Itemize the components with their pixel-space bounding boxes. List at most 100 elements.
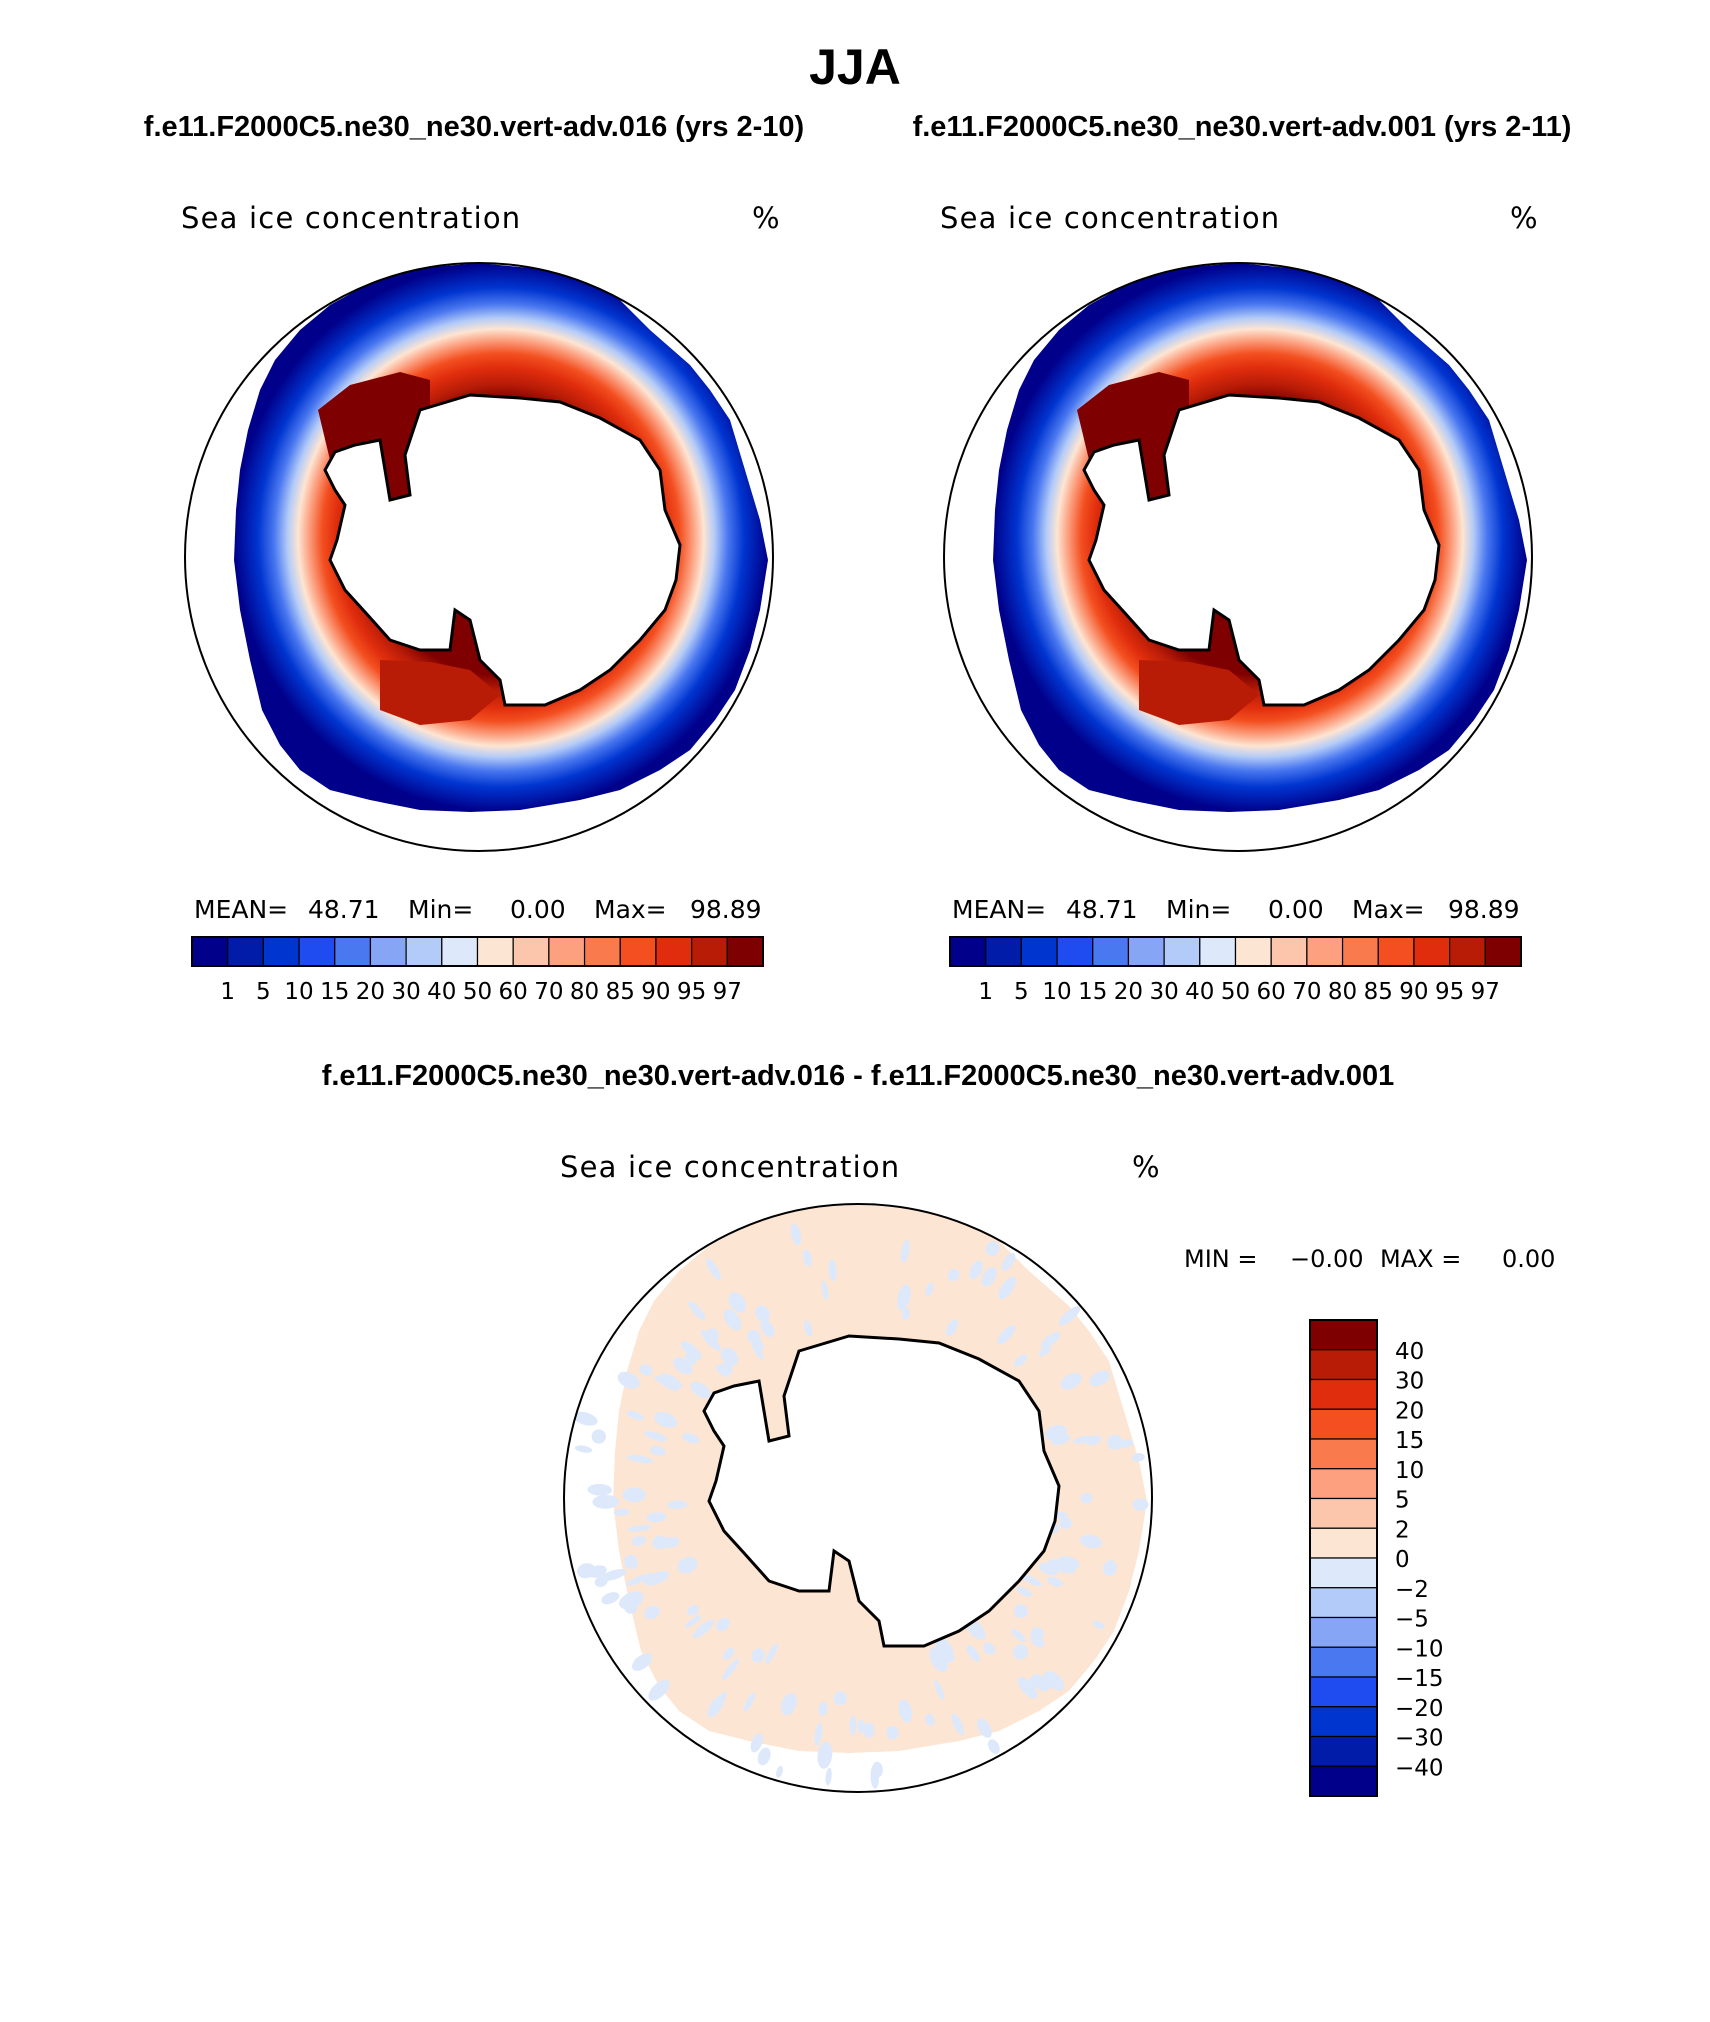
speckle [617, 1371, 640, 1389]
speckle [1103, 1560, 1117, 1577]
speckle [977, 1718, 992, 1738]
speckle [969, 1260, 983, 1280]
speckle [627, 1454, 654, 1464]
speckle [1044, 1424, 1067, 1441]
colorbar-tick-label: 70 [534, 979, 563, 1005]
colorbar-swatch [1309, 1646, 1378, 1678]
colorbar-swatch [1199, 936, 1237, 967]
speckle [720, 1347, 739, 1366]
speckle [966, 1645, 981, 1662]
colorbar-swatch [985, 936, 1022, 967]
colorbar-tick-label: 90 [1399, 979, 1428, 1005]
panel-units: % [1132, 1150, 1160, 1184]
colorbar-tick-label: 10 [1395, 1458, 1424, 1484]
speckle [592, 1494, 619, 1509]
speckle [1016, 1586, 1032, 1597]
speckle [802, 1249, 812, 1267]
speckle [601, 1592, 620, 1605]
colorbar-swatch [476, 936, 514, 967]
antarctica-landmass [1082, 393, 1441, 707]
colorbar-swatch [262, 936, 300, 967]
colorbar-swatch [691, 936, 728, 967]
speckle [646, 1512, 667, 1523]
speckle [654, 1375, 679, 1392]
colorbar-tick-label: 80 [1328, 979, 1357, 1005]
mean-value: 48.71 [1066, 895, 1138, 924]
speckle [661, 1373, 683, 1389]
speckle [627, 1524, 652, 1532]
speckle [622, 1487, 646, 1503]
min-label: Min= [408, 895, 473, 924]
colorbar-tick-label: 20 [356, 979, 385, 1005]
colorbar-tick-label: 95 [677, 979, 706, 1005]
colorbar-swatch [1413, 936, 1451, 967]
speckle [755, 1305, 770, 1323]
speckle [574, 1445, 593, 1453]
ross-max [1139, 660, 1259, 725]
speckle [828, 1259, 837, 1282]
colorbar-swatch [334, 936, 372, 967]
mean-label: MEAN= [952, 895, 1046, 924]
speckle [1107, 1434, 1123, 1450]
colorbar-swatch [1309, 1706, 1378, 1738]
speckle [751, 1648, 765, 1663]
speckle [1118, 1439, 1134, 1448]
speckle [1079, 1534, 1103, 1549]
speckle [1089, 1370, 1111, 1387]
speckle [673, 1357, 693, 1375]
colorbar-tick-label: 95 [1435, 979, 1464, 1005]
colorbar-tick-label: 15 [1395, 1428, 1424, 1454]
diff-title: f.e11.F2000C5.ne30_ne30.vert-adv.016 - f… [322, 1060, 1395, 1092]
speckle [728, 1291, 747, 1313]
speckle [587, 1483, 612, 1496]
speckle [677, 1556, 698, 1574]
speckle [1131, 1452, 1145, 1462]
colorbar-tick-label: −2 [1395, 1577, 1429, 1603]
max-label: Max= [594, 895, 667, 924]
colorbar-swatch [1309, 1587, 1378, 1619]
speckle [760, 1319, 775, 1338]
colorbar-swatch [1309, 1438, 1378, 1470]
colorbar-swatch [1309, 1616, 1378, 1648]
speckle [1030, 1627, 1044, 1641]
min-label: MIN = [1184, 1245, 1257, 1273]
colorbar-frame [949, 936, 1522, 967]
colorbar-swatch [1309, 1349, 1378, 1381]
colorbar-swatch [1309, 1378, 1378, 1410]
colorbar-swatch [1309, 1676, 1378, 1708]
antarctica-landmass [323, 393, 682, 707]
speckle [951, 1713, 964, 1736]
colorbar-tick-label: 50 [1221, 979, 1250, 1005]
colorbar-swatch [1020, 936, 1058, 967]
speckle [983, 1642, 996, 1655]
colorbar-tick-label: 97 [1471, 979, 1500, 1005]
speckle [680, 1341, 702, 1360]
speckle [652, 1535, 669, 1550]
mean-label: MEAN= [194, 895, 288, 924]
speckle [577, 1563, 596, 1579]
colorbar-swatch [1163, 936, 1201, 967]
colorbar-swatch [1309, 1497, 1378, 1529]
speckle [945, 1319, 959, 1337]
colorbar-tick-label: −15 [1395, 1666, 1444, 1692]
speckle [987, 1739, 1000, 1755]
colorbar-tick-label: 5 [1014, 979, 1029, 1005]
speckle [804, 1320, 813, 1337]
speckle [849, 1715, 857, 1736]
speckle [687, 1604, 699, 1616]
speckle [1011, 1628, 1026, 1642]
speckle [623, 1600, 638, 1614]
speckle [757, 1747, 771, 1766]
speckle [723, 1308, 742, 1331]
colorbar-tick-label: −10 [1395, 1636, 1444, 1662]
antarctica-landmass [702, 1334, 1061, 1648]
min-label: Min= [1166, 895, 1231, 924]
speckle [998, 1276, 1017, 1300]
speckle [1080, 1492, 1093, 1504]
speckle [747, 1329, 761, 1344]
colorbar-tick-label: 20 [1395, 1398, 1424, 1424]
speckle [753, 1346, 764, 1360]
speckle [935, 1637, 955, 1663]
panel-title: Sea ice concentration [181, 201, 521, 235]
speckle [862, 1722, 875, 1738]
